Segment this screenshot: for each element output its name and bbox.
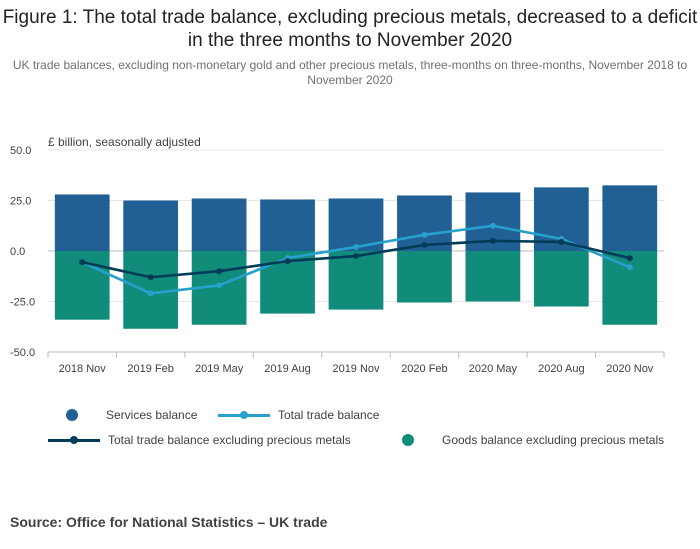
legend-item-total-excl: Total trade balance excluding precious m…	[48, 433, 351, 447]
x-tick-label: 2019 Aug	[264, 363, 311, 375]
bar-services	[397, 195, 452, 251]
y-tick-label: 25.0	[10, 196, 31, 208]
x-tick-label: 2020 Feb	[401, 363, 447, 375]
point-total	[353, 243, 359, 250]
bar-services	[602, 185, 658, 251]
point-total-excl	[558, 238, 565, 245]
point-total-excl	[421, 241, 428, 248]
point-total-excl	[353, 253, 359, 260]
x-tick-label: 2019 May	[195, 363, 244, 375]
bar-goods	[465, 251, 521, 302]
x-tick-label: 2019 Nov	[332, 363, 380, 375]
legend-swatch-total-excl	[48, 434, 100, 446]
y-tick-label: -50.0	[10, 347, 35, 359]
bar-services	[191, 198, 247, 251]
point-total	[216, 282, 223, 289]
y-tick-label: 0.0	[10, 246, 25, 258]
legend-item-total: Total trade balance	[218, 408, 379, 422]
bar-goods	[533, 251, 589, 307]
legend-swatch-services	[66, 409, 78, 421]
y-tick-label: 50.0	[10, 145, 31, 157]
legend-swatch-total	[218, 409, 270, 421]
chart-title: Figure 1: The total trade balance, exclu…	[2, 7, 698, 51]
bar-goods	[602, 251, 658, 325]
point-total	[421, 231, 428, 238]
point-total-excl	[284, 258, 291, 265]
x-tick-label: 2020 Aug	[538, 363, 585, 375]
x-tick-label: 2019 Feb	[127, 363, 173, 375]
legend-item-services: Services balance	[66, 408, 197, 422]
legend-label-total-excl: Total trade balance excluding precious m…	[108, 433, 351, 447]
x-axis: 2018 Nov 2019 Feb 2019 May 2019 Aug 2019 Nov…	[47, 351, 665, 375]
bar-goods	[123, 251, 179, 329]
legend-item-goods: Goods balance excluding precious metals	[402, 433, 664, 447]
legend: Services balance Total trade balance Tot…	[0, 400, 700, 460]
source-note: Source: Office for National Statistics –…	[10, 514, 328, 530]
point-total	[626, 264, 633, 271]
x-tick-label: 2020 May	[469, 363, 518, 375]
trade-balance-chart: 50.025.00.0-25.0-50.0 2018 Nov 2019 Feb 20…	[10, 145, 665, 375]
x-tick-label: 2020 Nov	[606, 363, 654, 375]
point-total-excl	[626, 255, 633, 262]
point-total	[147, 290, 154, 297]
bar-services	[123, 200, 179, 251]
bar-goods	[328, 251, 384, 310]
bar-goods	[397, 251, 452, 303]
legend-swatch-goods	[402, 434, 414, 446]
series-lines	[79, 222, 633, 297]
x-tick-label: 2018 Nov	[59, 363, 107, 375]
legend-label-total: Total trade balance	[278, 408, 380, 422]
point-total-excl	[489, 237, 496, 244]
point-total-excl	[216, 268, 223, 275]
y-axis-label: £ billion, seasonally adjusted	[48, 135, 201, 149]
point-total	[489, 222, 496, 229]
bar-services	[54, 194, 110, 251]
point-total-excl	[147, 274, 154, 281]
legend-label-goods: Goods balance excluding precious metals	[442, 433, 665, 447]
point-total-excl	[79, 259, 86, 266]
bars	[54, 185, 658, 329]
bar-services	[328, 198, 384, 251]
bar-services	[260, 199, 315, 251]
y-tick-label: -25.0	[10, 297, 35, 309]
legend-label-services: Services balance	[106, 408, 198, 422]
chart-subtitle: UK trade balances, excluding non-monetar…	[12, 58, 688, 87]
